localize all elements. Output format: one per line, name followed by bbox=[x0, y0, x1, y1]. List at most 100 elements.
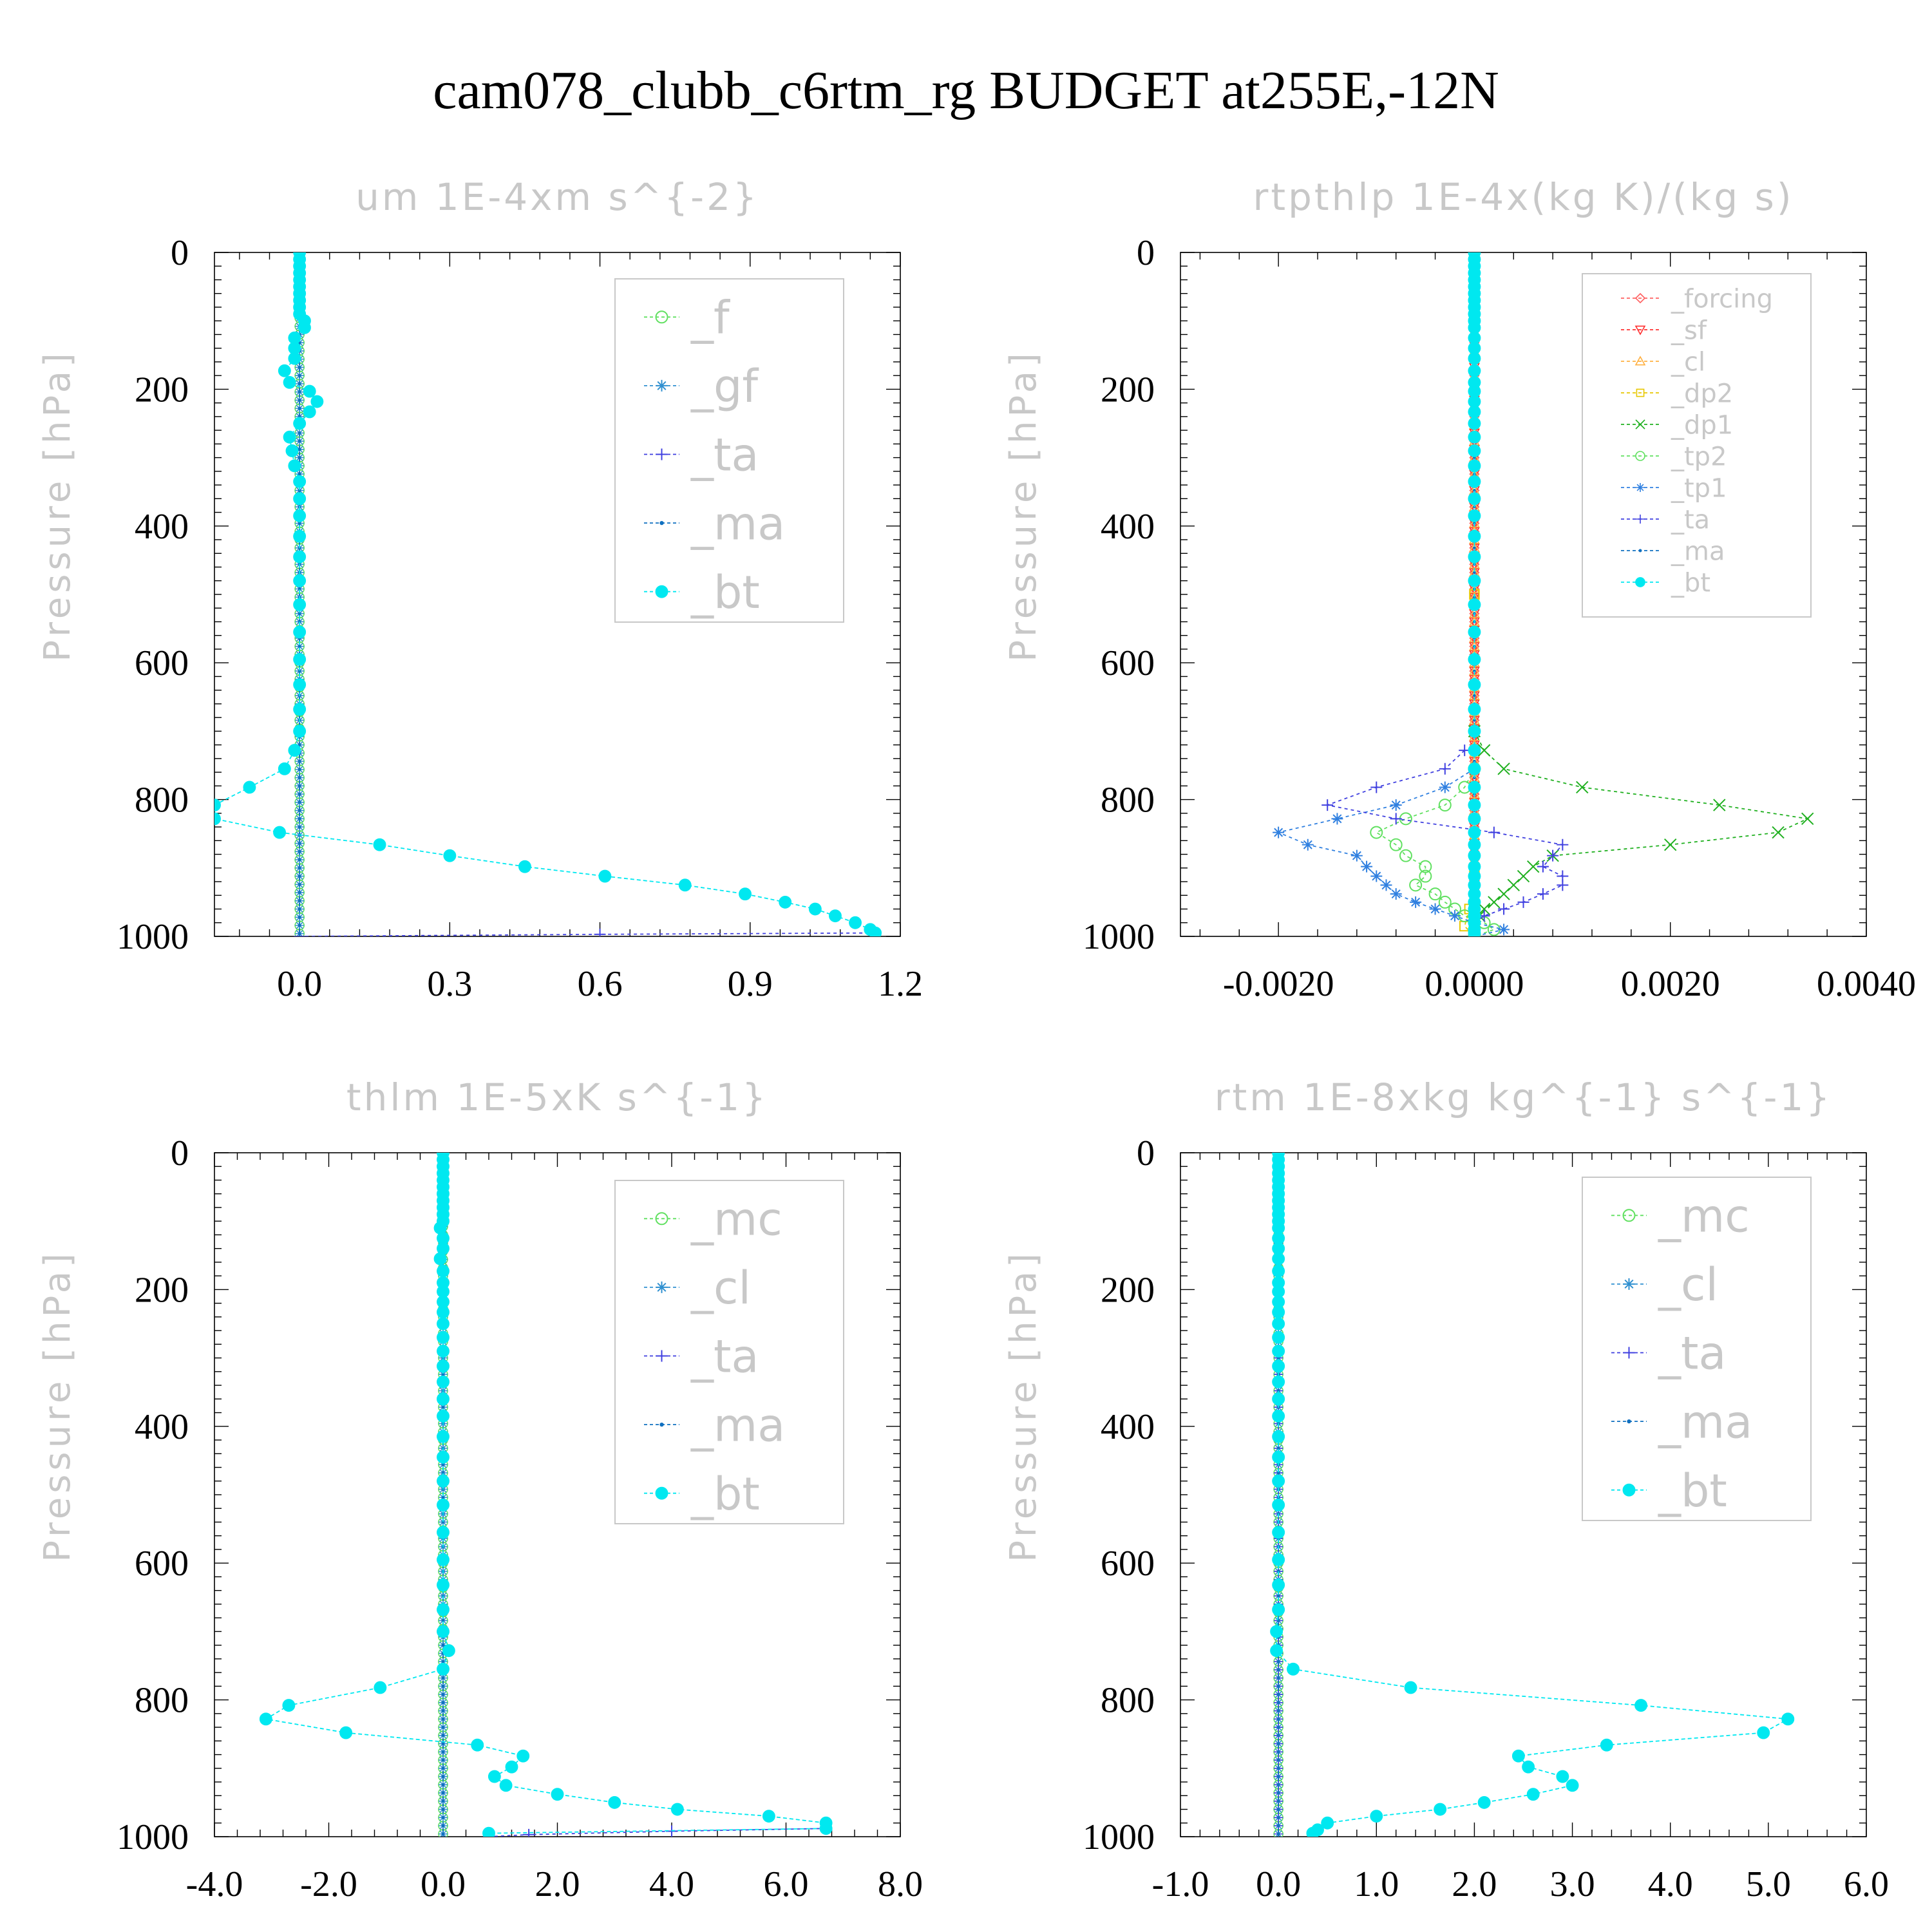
legend-label: _ta bbox=[1671, 505, 1710, 535]
data-point bbox=[1361, 860, 1373, 873]
y-tick-label: 1000 bbox=[1083, 1817, 1155, 1857]
data-point bbox=[441, 1758, 445, 1762]
data-point bbox=[1468, 405, 1481, 419]
y-tick-label: 1000 bbox=[117, 1817, 189, 1857]
data-point bbox=[441, 1676, 445, 1680]
data-point bbox=[1468, 812, 1481, 826]
y-tick-label: 1000 bbox=[1083, 917, 1155, 957]
data-point bbox=[437, 1359, 450, 1373]
data-point bbox=[441, 1717, 445, 1721]
data-point bbox=[214, 799, 221, 812]
x-tick-label: 4.0 bbox=[649, 1864, 694, 1904]
legend-marker bbox=[1635, 577, 1645, 587]
data-point bbox=[298, 891, 301, 895]
y-tick-label: 0 bbox=[171, 1133, 189, 1173]
data-point bbox=[437, 1264, 450, 1278]
data-point bbox=[437, 1662, 450, 1676]
data-point bbox=[298, 875, 301, 878]
legend-label: _ta bbox=[1658, 1327, 1726, 1380]
legend-label: _bt bbox=[690, 1468, 760, 1520]
legend-item: _cl bbox=[1611, 1258, 1718, 1311]
data-point bbox=[1276, 1594, 1280, 1598]
data-point bbox=[1419, 860, 1432, 873]
data-point bbox=[298, 365, 301, 369]
data-point bbox=[298, 456, 301, 460]
data-point bbox=[298, 398, 301, 402]
data-point bbox=[293, 475, 307, 488]
data-point bbox=[1477, 1795, 1491, 1809]
axis-ticks bbox=[1180, 252, 1867, 937]
data-point bbox=[1276, 1471, 1280, 1475]
data-point bbox=[441, 1832, 445, 1836]
data-point bbox=[1449, 910, 1461, 922]
data-point bbox=[437, 1526, 450, 1539]
series-bt bbox=[1468, 252, 1481, 936]
y-tick-label: 200 bbox=[1101, 370, 1155, 410]
data-point bbox=[1547, 849, 1559, 862]
data-point bbox=[1276, 1701, 1280, 1705]
data-point bbox=[1390, 888, 1402, 900]
legend-label: _ta bbox=[690, 1331, 759, 1383]
data-point bbox=[298, 439, 301, 443]
y-tick-label: 1000 bbox=[117, 917, 189, 957]
data-point bbox=[1468, 838, 1481, 851]
data-point bbox=[298, 612, 301, 616]
data-point bbox=[437, 1603, 450, 1616]
legend-marker bbox=[1635, 451, 1645, 461]
y-tick-label: 600 bbox=[135, 1544, 189, 1584]
data-point bbox=[1468, 826, 1481, 839]
data-point bbox=[1399, 849, 1412, 862]
data-point bbox=[1517, 869, 1530, 883]
data-point bbox=[298, 915, 301, 919]
data-point bbox=[298, 406, 301, 410]
legend-box bbox=[614, 1180, 844, 1524]
data-point bbox=[1468, 492, 1481, 506]
data-point bbox=[298, 776, 301, 780]
data-point bbox=[374, 1681, 387, 1694]
legend-item: _cl bbox=[1621, 347, 1705, 377]
legend-label: _cl bbox=[690, 1262, 751, 1314]
data-point bbox=[298, 489, 301, 493]
data-point bbox=[298, 849, 301, 853]
legend-marker bbox=[656, 1281, 668, 1293]
data-point bbox=[1272, 1317, 1285, 1331]
data-point bbox=[278, 762, 291, 775]
data-point bbox=[298, 907, 301, 911]
data-point bbox=[1429, 903, 1441, 915]
data-point bbox=[1272, 1553, 1285, 1566]
data-point bbox=[1472, 571, 1476, 574]
legend-marker bbox=[659, 520, 664, 526]
series-ta bbox=[294, 927, 882, 936]
data-point bbox=[273, 826, 287, 839]
data-point bbox=[1276, 1660, 1280, 1663]
data-point bbox=[298, 472, 301, 476]
data-point bbox=[1270, 1644, 1283, 1658]
data-point bbox=[1537, 860, 1549, 873]
panel-title: um 1E-4xm s^{-2} bbox=[355, 175, 759, 219]
chart-panel-1: um 1E-4xm s^{-2} Pressure [hPa] 0 200 400 600… bbox=[37, 175, 923, 1004]
data-point bbox=[471, 1738, 484, 1752]
x-tick-label: 2.0 bbox=[535, 1864, 580, 1904]
legend-label: _ma bbox=[690, 1399, 785, 1452]
data-point bbox=[1497, 762, 1510, 775]
data-point bbox=[1472, 694, 1476, 697]
data-point bbox=[1276, 1758, 1280, 1762]
legend-box bbox=[1582, 273, 1812, 618]
data-point bbox=[437, 1392, 450, 1406]
data-point bbox=[433, 1252, 447, 1265]
data-point bbox=[298, 784, 301, 788]
data-point bbox=[293, 703, 307, 716]
data-point bbox=[298, 899, 301, 903]
legend-marker bbox=[1622, 1483, 1636, 1497]
data-point bbox=[1302, 838, 1314, 851]
legend-marker bbox=[1622, 1209, 1636, 1222]
data-point bbox=[1276, 1742, 1280, 1746]
data-point bbox=[1272, 1305, 1285, 1319]
legend-label: _ma bbox=[1658, 1396, 1752, 1448]
data-point bbox=[437, 1450, 450, 1464]
legend-item: _cl bbox=[644, 1262, 751, 1314]
legend-box bbox=[1582, 1177, 1812, 1521]
legend-item: _bt bbox=[1611, 1464, 1727, 1517]
data-point bbox=[1468, 799, 1481, 812]
data-point bbox=[1390, 813, 1402, 825]
